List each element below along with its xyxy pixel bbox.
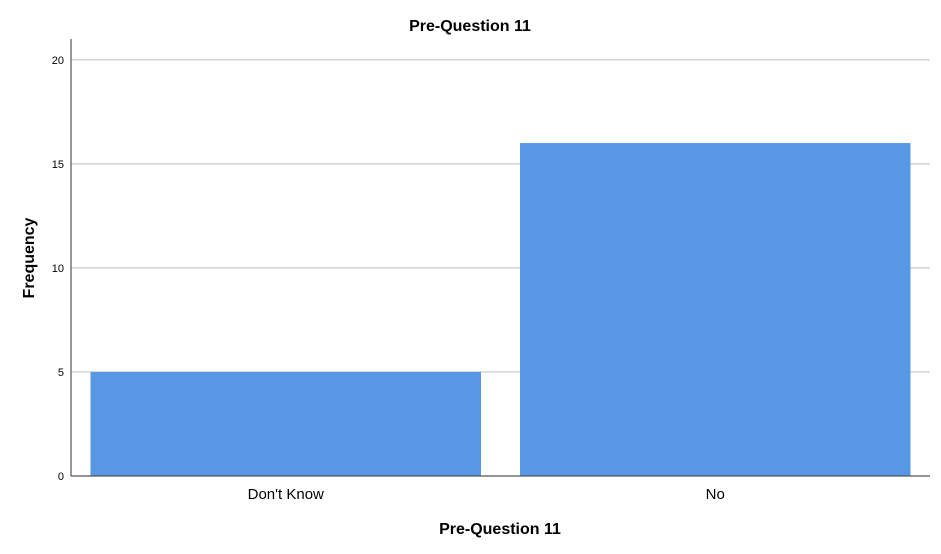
x-axis-title: Pre-Question 11: [439, 521, 561, 538]
y-axis-title: Frequency: [21, 217, 38, 298]
y-tick-label: 20: [52, 55, 64, 67]
x-tick-labels: Don't Know No: [248, 486, 725, 503]
y-tick-label: 10: [52, 263, 64, 275]
y-tick-label: 0: [58, 471, 64, 483]
chart-title: Pre-Question 11: [409, 18, 531, 35]
y-tick-label: 15: [52, 159, 64, 171]
y-tick-label: 5: [58, 367, 64, 379]
bars: [90, 143, 911, 477]
x-tick-label: Don't Know: [248, 486, 324, 503]
bar-0: [90, 371, 481, 476]
bar-1: [520, 143, 911, 477]
y-tick-labels: 0 5 10 15 20: [52, 55, 64, 483]
axes: [70, 39, 930, 477]
x-tick-label: No: [706, 486, 725, 503]
